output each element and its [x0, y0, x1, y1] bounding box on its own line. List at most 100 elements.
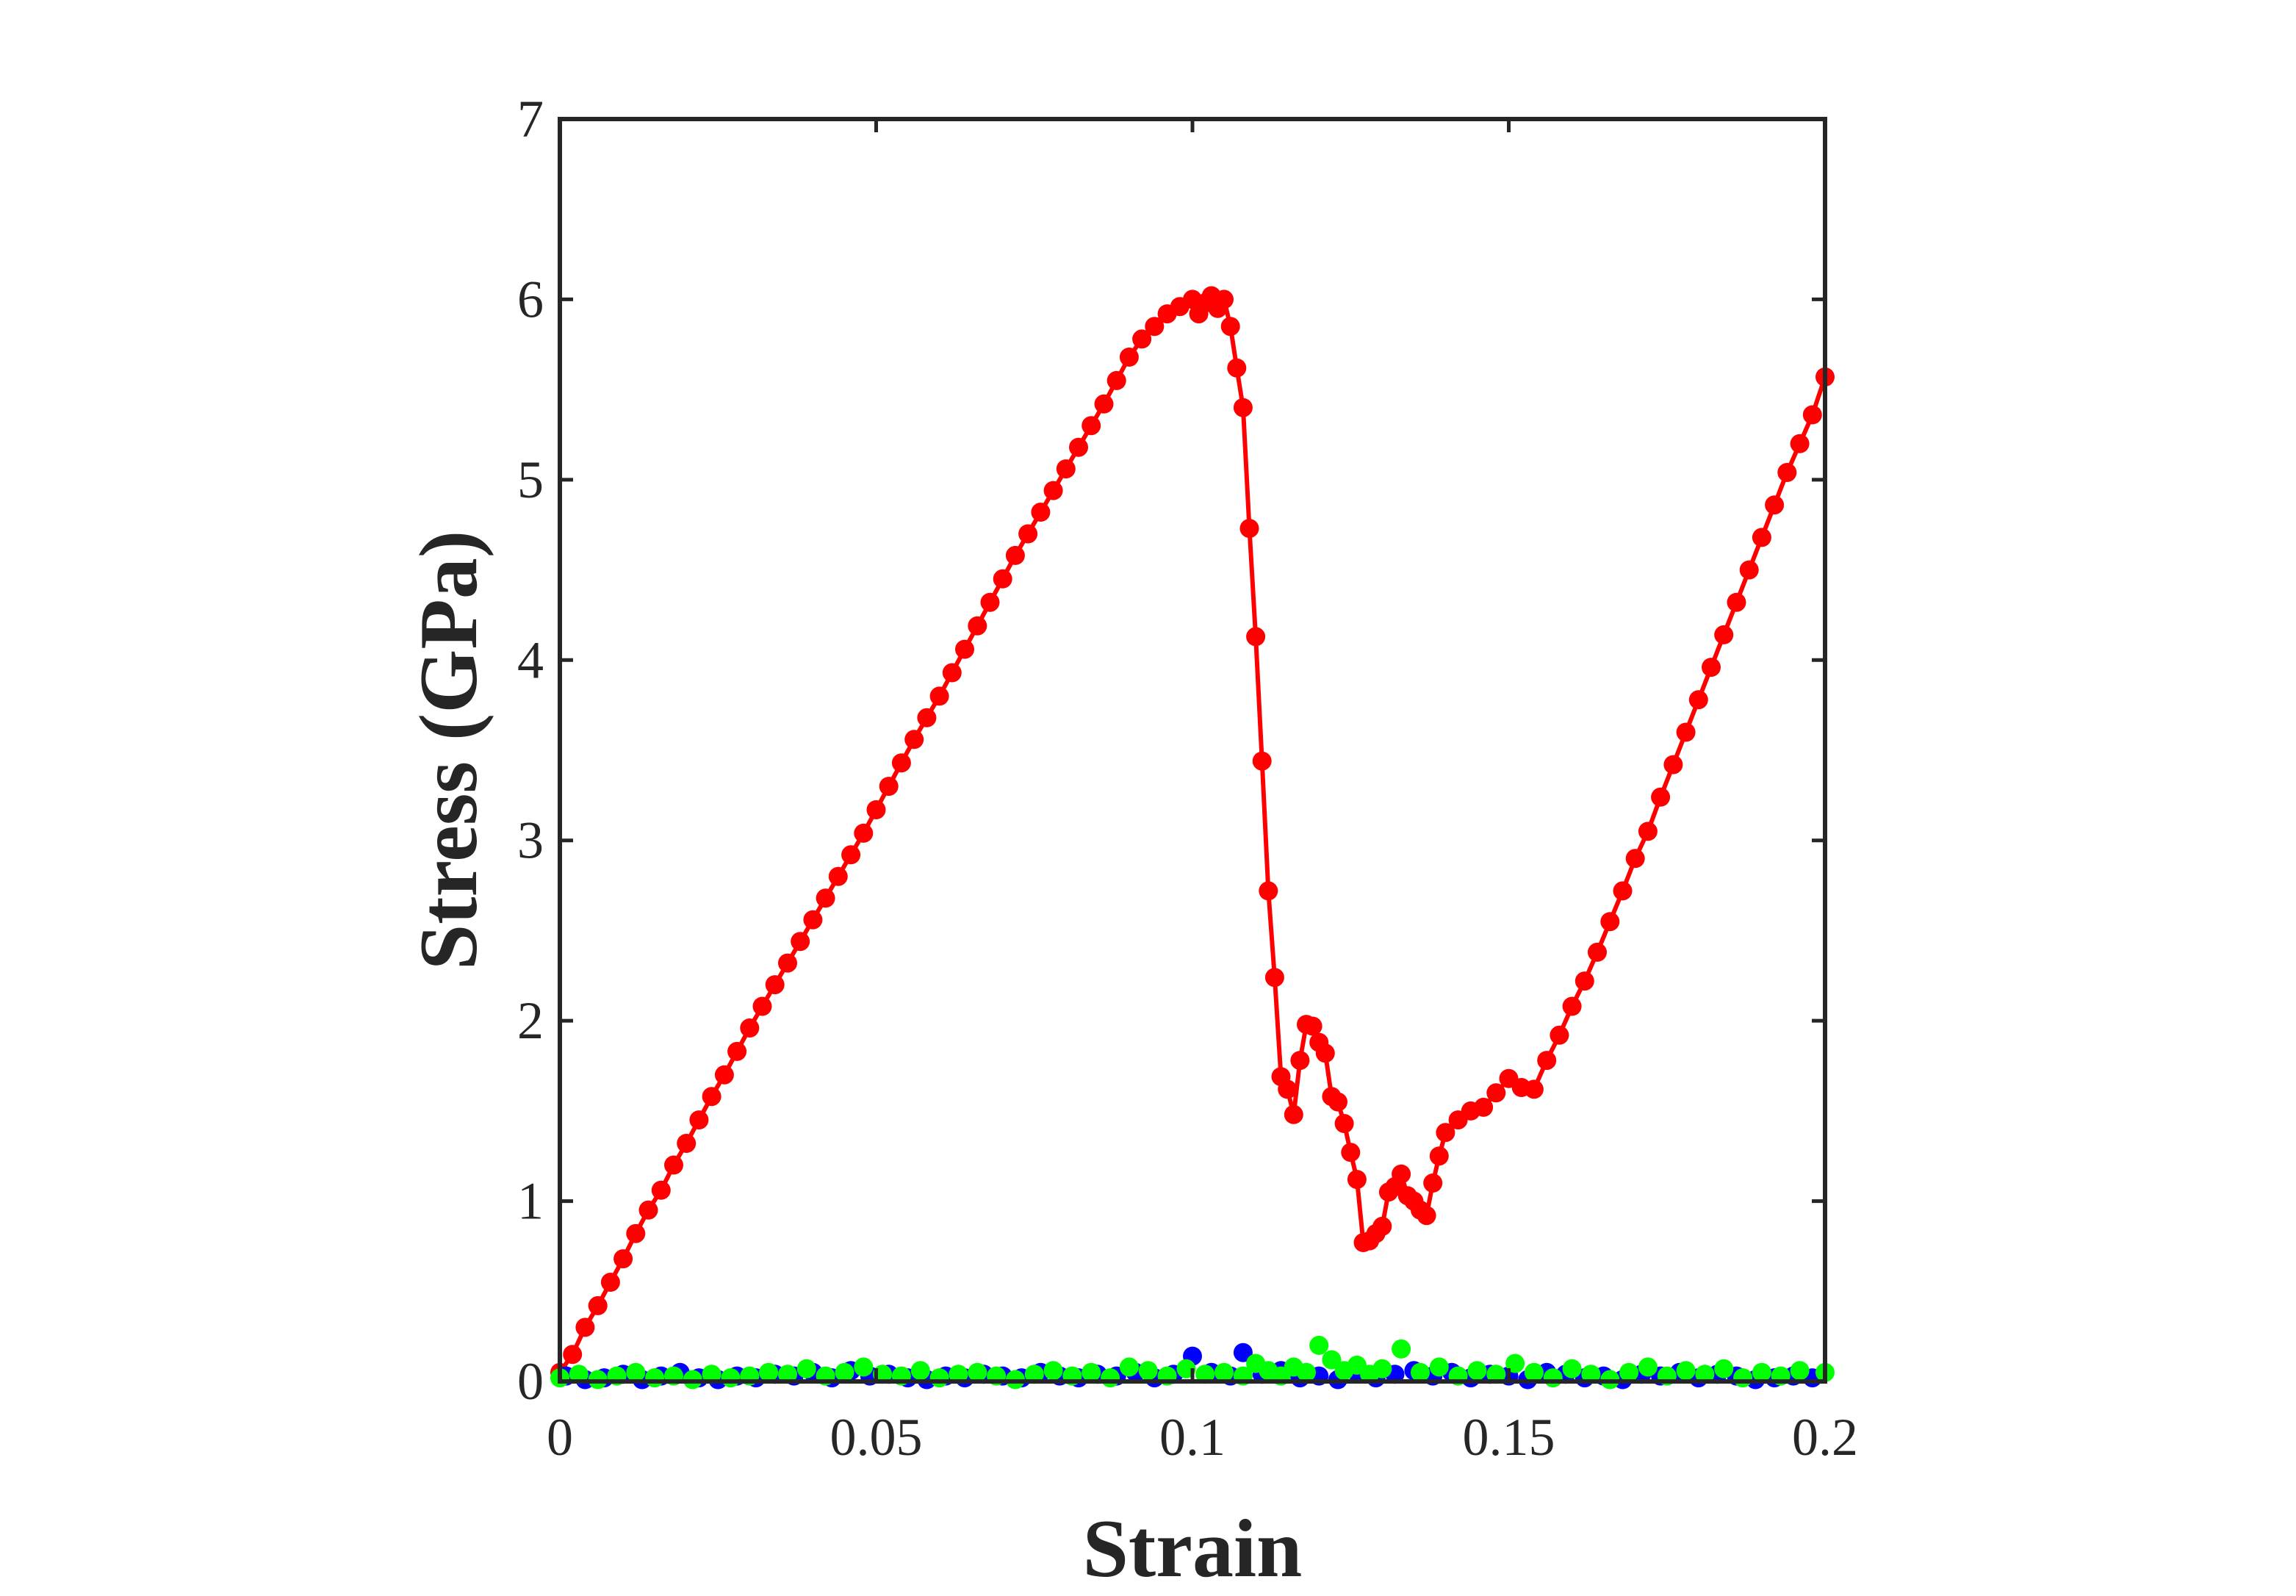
data-point	[1588, 942, 1607, 962]
data-point	[854, 1357, 874, 1377]
data-point	[1334, 1114, 1354, 1133]
data-point	[1138, 1361, 1158, 1381]
data-point	[1024, 1365, 1044, 1384]
data-point	[1309, 1335, 1329, 1355]
data-point	[1581, 1365, 1601, 1384]
data-point	[1106, 370, 1126, 390]
data-point	[600, 1273, 620, 1292]
data-point	[1429, 1146, 1449, 1166]
data-point	[955, 639, 974, 659]
data-point	[1651, 787, 1671, 807]
data-point	[1790, 434, 1810, 453]
data-point	[1695, 1365, 1715, 1384]
data-point	[677, 1134, 697, 1153]
data-point	[740, 1018, 760, 1038]
data-point	[1537, 1051, 1557, 1071]
data-point	[563, 1345, 583, 1365]
y-tick-label: 3	[517, 811, 544, 870]
y-tick-label: 7	[517, 90, 544, 148]
x-tick-label: 0.2	[1792, 1408, 1858, 1467]
y-tick-label: 1	[517, 1172, 544, 1231]
y-tick-label: 0	[517, 1352, 544, 1411]
data-point	[1714, 625, 1734, 644]
data-point	[1195, 1365, 1215, 1384]
data-point	[727, 1041, 747, 1061]
series-3	[550, 1335, 1835, 1390]
data-point	[778, 953, 797, 973]
data-point	[1392, 1339, 1411, 1359]
data-point	[1322, 1350, 1342, 1370]
data-point	[721, 1368, 741, 1388]
data-point	[1372, 1216, 1392, 1236]
data-point	[904, 730, 924, 750]
data-point	[638, 1200, 658, 1220]
y-tick-label: 4	[517, 630, 544, 689]
data-point	[1474, 1097, 1494, 1117]
data-point	[588, 1295, 608, 1315]
data-point	[1119, 348, 1139, 367]
x-tick-label: 0.15	[1463, 1408, 1555, 1467]
data-point	[1702, 658, 1721, 677]
data-point	[613, 1249, 633, 1269]
x-axis-title: Strain	[1083, 1503, 1303, 1595]
data-point	[791, 932, 810, 952]
data-point	[569, 1365, 589, 1384]
data-point	[1145, 317, 1165, 337]
data-point	[929, 1368, 949, 1388]
data-point	[866, 800, 886, 819]
data-point	[1467, 1361, 1487, 1381]
tick-layer: 0 0.05 0.1 0.15 0.2 0 1 2 3 4 5 6 7	[517, 90, 1858, 1467]
data-point	[1524, 1079, 1544, 1099]
data-point	[835, 1362, 854, 1382]
data-point	[689, 1110, 709, 1130]
data-point	[854, 823, 874, 843]
data-point	[879, 777, 899, 797]
data-point	[664, 1155, 683, 1175]
data-point	[1676, 722, 1696, 742]
data-point	[626, 1362, 646, 1382]
data-point	[993, 569, 1012, 589]
data-point	[891, 753, 911, 773]
x-tick-label: 0.1	[1159, 1408, 1226, 1467]
data-point	[1638, 1357, 1658, 1377]
y-axis-title: Stress (GPa)	[403, 531, 494, 970]
data-point	[1031, 503, 1051, 522]
data-point	[1056, 459, 1076, 479]
y-tick-label: 2	[517, 991, 544, 1050]
data-point	[1417, 1206, 1436, 1226]
data-point	[1214, 290, 1234, 309]
data-point	[828, 866, 848, 886]
data-point	[1018, 524, 1038, 544]
data-point	[1252, 751, 1272, 771]
data-point	[1303, 1016, 1322, 1036]
data-point	[1119, 1357, 1139, 1377]
data-point	[1638, 822, 1658, 841]
data-point	[1101, 1368, 1120, 1388]
data-point	[942, 663, 962, 683]
data-point	[626, 1223, 646, 1243]
data-point	[1411, 1362, 1430, 1382]
data-point	[1486, 1365, 1506, 1384]
data-point	[1372, 1359, 1392, 1378]
data-point	[1765, 495, 1785, 515]
data-point	[651, 1180, 671, 1200]
data-point	[1082, 416, 1101, 436]
data-point	[1290, 1051, 1310, 1071]
data-point	[980, 592, 1000, 612]
data-point	[1575, 971, 1594, 991]
data-point	[1227, 358, 1247, 378]
data-point	[1132, 329, 1152, 349]
data-point	[1562, 996, 1582, 1016]
data-point	[949, 1365, 968, 1384]
data-point	[841, 845, 861, 865]
data-point	[1264, 968, 1284, 988]
data-point	[1802, 405, 1822, 425]
data-point	[702, 1087, 721, 1107]
data-point	[1082, 1362, 1101, 1382]
data-point	[1752, 1362, 1771, 1382]
data-point	[1043, 481, 1063, 500]
data-point	[778, 1365, 797, 1384]
data-point	[1543, 1368, 1563, 1388]
data-point	[1663, 755, 1683, 774]
